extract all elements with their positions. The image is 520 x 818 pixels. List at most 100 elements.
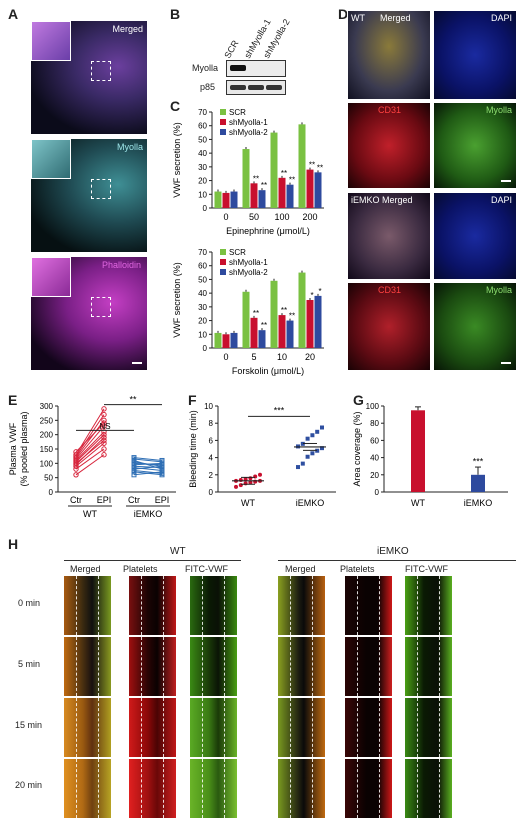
panel-h-wt-col-platelets: Platelets — [123, 564, 158, 574]
legend-swatch — [220, 129, 226, 135]
channel-boundary-line — [357, 698, 358, 757]
ko-pair-line — [133, 459, 163, 470]
bar — [230, 191, 238, 208]
channel-boundary-line — [312, 637, 313, 696]
iemko-platelets-frame — [345, 637, 392, 696]
wt-fitc-vwf-frame — [190, 698, 237, 757]
bar — [214, 191, 222, 208]
panel-h-row-0min: 0 min — [18, 598, 41, 608]
wt-point — [243, 477, 248, 482]
ko-pair-line — [133, 457, 163, 461]
y-tick-label: 20 — [198, 177, 207, 186]
legend-swatch — [220, 269, 226, 275]
wt-point — [101, 446, 107, 452]
panel-d-myolla-label: Myolla — [485, 105, 512, 115]
wt-point — [258, 472, 262, 477]
wt-platelets-frame — [129, 759, 176, 818]
wt-point — [101, 420, 107, 426]
wt-point — [101, 411, 107, 418]
ko-point — [310, 451, 315, 456]
significance-stars: ** — [253, 174, 259, 183]
panel-d-wt-label: WT — [351, 13, 365, 23]
channel-boundary-line — [439, 698, 440, 757]
iemko-fitc-vwf-frame — [405, 698, 452, 757]
channel-boundary-line — [379, 698, 380, 757]
bar — [214, 332, 222, 348]
wt-fitc-vwf-frame — [190, 759, 237, 818]
panel-d-grid: WT Merged DAPI CD31 Myolla iEMKO Merged … — [347, 10, 517, 371]
bar — [298, 272, 306, 348]
scale-bar — [132, 362, 142, 364]
significance-stars: ** — [317, 163, 323, 172]
chart-e-plasma-vwf: 0 50 100 150 200 250 300 Plasma VWF (% pooled pl… — [8, 396, 176, 519]
group-label: WT — [83, 509, 97, 519]
y-tick-label: 6 — [209, 436, 214, 445]
panel-a-phalloidin-image: Phalloidin — [30, 256, 148, 371]
iemko-fitc-vwf-frame — [405, 637, 452, 696]
sig-label: ** — [129, 396, 137, 405]
panel-d-merged-label: Merged — [382, 195, 413, 205]
x-tick-label: 0 — [223, 212, 228, 222]
channel-boundary-line — [290, 698, 291, 757]
y-axis-label: VWF secretion (%) — [172, 122, 182, 198]
channel-boundary-line — [417, 759, 418, 818]
bar — [258, 190, 266, 208]
panel-h-ko-col-fitc: FITC-VWF — [405, 564, 448, 574]
y-tick-label: 150 — [40, 445, 54, 454]
blot-band — [266, 85, 282, 90]
panel-label-h: H — [8, 536, 19, 552]
wt-point — [253, 474, 258, 479]
legend-label: SCR — [229, 108, 246, 117]
significance-stars: ** — [309, 161, 315, 170]
panel-a-myolla-image: Myolla — [30, 138, 148, 253]
y-tick-label: 100 — [366, 402, 380, 411]
panel-label-g: G — [353, 392, 364, 408]
y-axis-label: VWF secretion (%) — [172, 262, 182, 338]
panel-a-myolla-label: Myolla — [116, 142, 143, 152]
channel-boundary-line — [290, 759, 291, 818]
wt-pair-line — [75, 422, 105, 453]
channel-boundary-line — [439, 576, 440, 635]
wt-point — [101, 406, 107, 412]
channel-boundary-line — [98, 637, 99, 696]
x-tick-label: 50 — [249, 212, 259, 222]
channel-boundary-line — [379, 759, 380, 818]
panel-d-iemko-cd31: CD31 — [347, 282, 431, 371]
channel-boundary-line — [76, 576, 77, 635]
group-label: iEMKO — [134, 509, 163, 519]
wt-fitc-vwf-frame — [190, 637, 237, 696]
y-tick-label: 60 — [198, 122, 207, 131]
panel-d-iemko-dapi: DAPI — [433, 192, 517, 280]
bar — [306, 300, 314, 348]
panel-h-wt-col-merged: Merged — [70, 564, 101, 574]
panel-h-iemko-header: iEMKO — [377, 546, 409, 557]
wt-pair-line — [75, 454, 105, 476]
y-tick-label: 40 — [198, 289, 207, 298]
channel-boundary-line — [76, 759, 77, 818]
panel-a-myolla-inset — [31, 139, 71, 179]
wt-merged-frame — [64, 637, 111, 696]
channel-boundary-line — [98, 698, 99, 757]
panel-h-ko-col-platelets: Platelets — [340, 564, 375, 574]
scale-bar — [501, 362, 511, 364]
channel-boundary-line — [379, 637, 380, 696]
wt-merged-frame — [64, 576, 111, 635]
y-axis-label: Plasma VWF — [8, 422, 18, 475]
channel-boundary-line — [141, 576, 142, 635]
y-tick-label: 80 — [370, 419, 379, 428]
wt-point — [73, 472, 79, 478]
panel-label-c: C — [170, 98, 181, 114]
panel-h-iemko-divider — [278, 560, 516, 561]
ko-pair-line — [133, 467, 163, 471]
panel-label-b: B — [170, 6, 181, 22]
significance-stars: ** — [261, 181, 267, 190]
panel-label-e: E — [8, 392, 18, 408]
x-tick-label: Ctr — [70, 495, 82, 505]
channel-boundary-line — [417, 637, 418, 696]
significance-stars: ** — [281, 169, 287, 178]
wt-point — [73, 462, 79, 468]
channel-boundary-line — [163, 698, 164, 757]
y-tick-label: 2 — [209, 471, 214, 480]
y-axis-label: Area coverage (%) — [352, 411, 362, 486]
